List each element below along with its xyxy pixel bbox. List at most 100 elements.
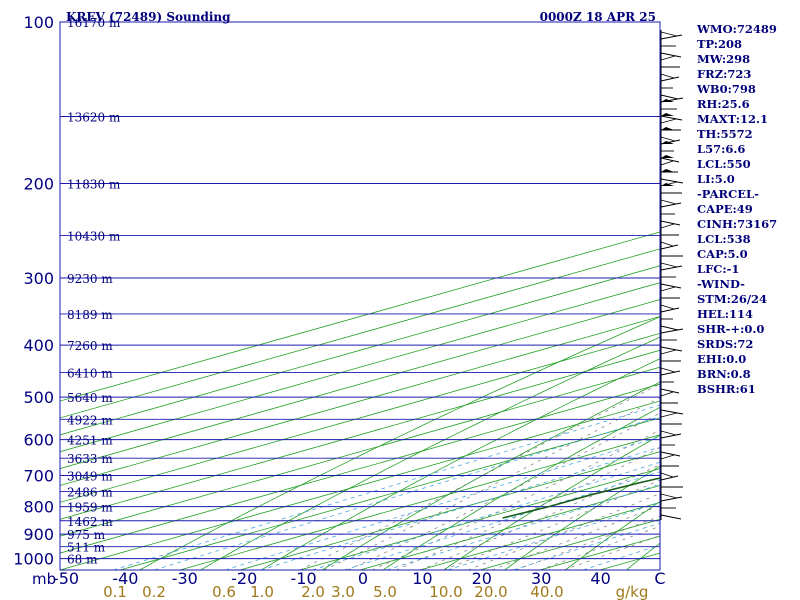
pressure-tick-label: 500 [23,388,54,407]
height-label: 2486 m [67,486,113,500]
index-line: LCL:550 [697,157,751,171]
temperature-tick-label: -30 [172,569,198,588]
temperature-tick-label: 10 [412,569,432,588]
isotherm [60,383,660,554]
pressure-tick-label: 800 [23,498,54,517]
height-label: 7260 m [67,339,113,353]
mixing-ratio-line [113,404,660,570]
isotherm [60,299,660,470]
isotherm [239,451,660,570]
moist-adiabat [539,525,660,570]
wind-barb [660,307,680,313]
mixing-ratio-unit-label: g/kg [616,583,649,600]
wind-barbs [660,30,684,520]
background-lines [60,231,660,570]
wind-barb [660,496,683,502]
wind-barb [660,115,683,121]
mixing-ratio-tick-label: 1.0 [250,583,274,600]
pressure-isobars [59,21,661,571]
temperature-tick-label: 40 [590,569,610,588]
dry-adiabat [261,358,660,570]
dry-adiabat [200,336,660,570]
index-line: MW:298 [697,52,751,66]
mixing-ratio-tick-label: 3.0 [331,583,355,600]
wind-pennant [661,127,674,130]
height-label: 6410 m [67,367,113,381]
index-line: CINH:73167 [697,217,778,231]
height-label: 4251 m [67,434,113,448]
temperature-tick-label: 20 [472,569,492,588]
index-line: -PARCEL- [697,187,759,201]
wind-barb [660,304,675,310]
moist-adiabat [323,397,660,570]
wind-barb [660,76,680,82]
index-line: L57:6.6 [697,142,746,156]
wind-barb [660,31,678,37]
pressure-tick-label: 400 [23,336,54,355]
isotherm [60,282,660,453]
pressure-tick-label: 100 [23,13,54,32]
index-line: RH:25.6 [697,97,750,111]
index-line: LFC:-1 [697,262,740,276]
index-line: CAP:5.0 [697,247,748,261]
mixing-ratio-tick-label: 0.1 [103,583,127,600]
index-line: -WIND- [697,277,745,291]
wind-barb [660,241,674,247]
wind-barb [660,157,680,163]
mixing-ratio-tick-label: 5.0 [373,583,397,600]
moist-adiabat [515,515,660,570]
temperature-tick-label: -10 [291,569,317,588]
height-label: 511 m [67,541,106,555]
wind-barb [660,94,679,100]
height-label: 68 m [67,553,98,567]
height-label: 3633 m [67,452,113,466]
temperature-tick-label: 0 [358,569,368,588]
indices-panel: WMO:72489 TP:208 MW:298 FRZ:723 WB0:798 RH:25… [697,22,800,397]
mixing-ratio-line [312,461,660,570]
pressure-tick-label: 600 [23,431,54,450]
wind-barb [660,55,676,61]
index-line: BSHR:61 [697,382,756,396]
mixing-ratio-line [154,416,660,570]
wind-barb [660,370,681,376]
moist-adiabat [299,383,660,570]
isotherm [60,332,660,503]
wind-barb [660,514,682,520]
wind-barb [660,178,684,184]
wind-barb [660,220,681,226]
wind-barb [660,346,683,352]
wind-pennant [661,141,674,144]
index-line: LCL:538 [697,232,751,246]
index-line: BRN:0.8 [697,367,751,381]
index-line: FRZ:723 [697,67,752,81]
pressure-tick-label: 700 [23,467,54,486]
index-line: LI:5.0 [697,172,735,186]
wind-barb [660,118,677,124]
wind-barb [660,244,679,250]
sounding-time: 0000Z 18 APR 25 [540,10,656,24]
index-line: EHI:0.0 [697,352,747,366]
wind-barb [660,472,674,478]
wind-barb [660,409,684,415]
wind-barb [660,283,682,289]
height-label: 11830 m [67,178,121,192]
height-label: 9230 m [67,272,113,286]
wind-barb [660,391,674,397]
moist-adiabat [371,429,660,570]
height-label: 3049 m [67,470,113,484]
height-label: 1959 m [67,501,113,515]
isotherm [299,468,660,570]
wind-barb [660,223,675,229]
index-line: SHR-+:0.0 [697,322,765,336]
index-line: SRDS:72 [697,337,754,351]
height-label: 1462 m [67,515,113,529]
isotherm [60,366,660,537]
index-line: CAPE:49 [697,202,753,216]
index-line: MAXT:12.1 [697,112,768,126]
wind-barb [660,367,676,373]
wind-pennant [661,183,674,186]
chart-title: KREV (72489) Sounding [66,10,231,24]
pressure-unit-label: mb [32,570,56,588]
